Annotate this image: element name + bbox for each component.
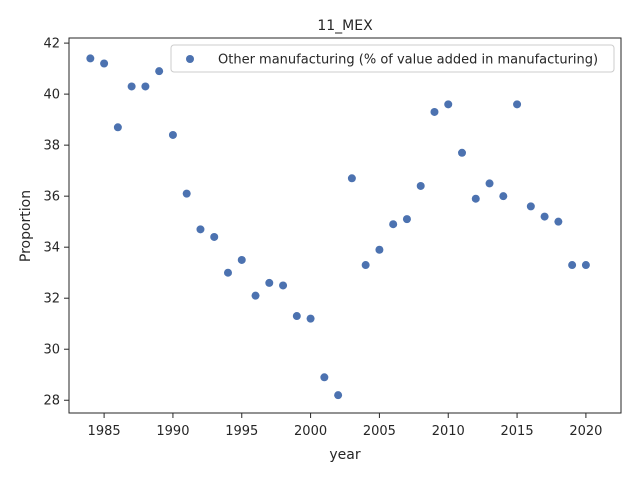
y-tick-label: 30	[43, 343, 60, 358]
x-axis: 1985 1990 1995 2000 2005 2010 2015 2020	[88, 413, 602, 439]
data-point	[485, 179, 494, 188]
chart-title: 11_MEX	[317, 18, 373, 34]
data-point	[196, 225, 205, 234]
legend-label: Other manufacturing (% of value added in…	[218, 53, 598, 68]
y-tick-label: 36	[43, 190, 60, 205]
legend-marker	[186, 55, 194, 63]
data-point	[334, 391, 343, 400]
data-point	[182, 189, 191, 198]
data-point	[416, 181, 425, 190]
x-tick-label: 1995	[225, 424, 258, 439]
data-point	[554, 217, 563, 226]
y-axis: 28 30 32 34 36 38 40 42	[43, 37, 69, 409]
data-point	[513, 100, 522, 109]
data-point	[347, 174, 356, 183]
data-point	[320, 373, 329, 382]
data-point	[113, 123, 122, 132]
x-tick-label: 2015	[501, 424, 534, 439]
data-point	[251, 291, 260, 300]
data-points	[86, 54, 590, 400]
data-point	[430, 107, 439, 116]
y-tick-label: 42	[43, 37, 60, 52]
data-point	[444, 100, 453, 109]
x-tick-label: 2010	[432, 424, 465, 439]
data-point	[389, 220, 398, 229]
data-point	[306, 314, 315, 323]
data-point	[237, 255, 246, 264]
plot-frame	[68, 37, 622, 414]
y-tick-label: 32	[43, 292, 60, 307]
x-tick-label: 2005	[363, 424, 396, 439]
data-point	[168, 130, 177, 139]
data-point	[155, 67, 164, 76]
y-tick-label: 28	[43, 394, 60, 409]
data-point	[540, 212, 549, 221]
data-point	[279, 281, 288, 290]
data-point	[292, 312, 301, 321]
data-point	[210, 232, 219, 241]
data-point	[141, 82, 150, 91]
data-point	[526, 202, 535, 211]
data-point	[458, 148, 467, 157]
data-point	[100, 59, 109, 68]
data-point	[127, 82, 136, 91]
data-point	[265, 278, 274, 287]
legend: Other manufacturing (% of value added in…	[170, 44, 615, 73]
plot-area: 1985 1990 1995 2000 2005 2010 2015 2020 28 30 32 3…	[43, 37, 622, 439]
data-point	[581, 261, 590, 270]
data-point	[86, 54, 95, 63]
data-point	[471, 194, 480, 203]
data-point	[361, 261, 370, 270]
y-axis-label: Proportion	[18, 190, 34, 262]
x-tick-label: 1985	[88, 424, 121, 439]
data-point	[499, 192, 508, 201]
y-tick-label: 40	[43, 88, 60, 103]
x-axis-label: year	[329, 447, 360, 463]
legend-box	[170, 44, 615, 73]
data-point	[568, 261, 577, 270]
x-tick-label: 2020	[569, 424, 602, 439]
data-point	[223, 268, 232, 277]
x-tick-label: 1990	[156, 424, 189, 439]
data-point	[375, 245, 384, 254]
y-tick-label: 38	[43, 139, 60, 154]
x-tick-label: 2000	[294, 424, 327, 439]
y-tick-label: 34	[43, 241, 60, 256]
data-point	[402, 215, 411, 224]
